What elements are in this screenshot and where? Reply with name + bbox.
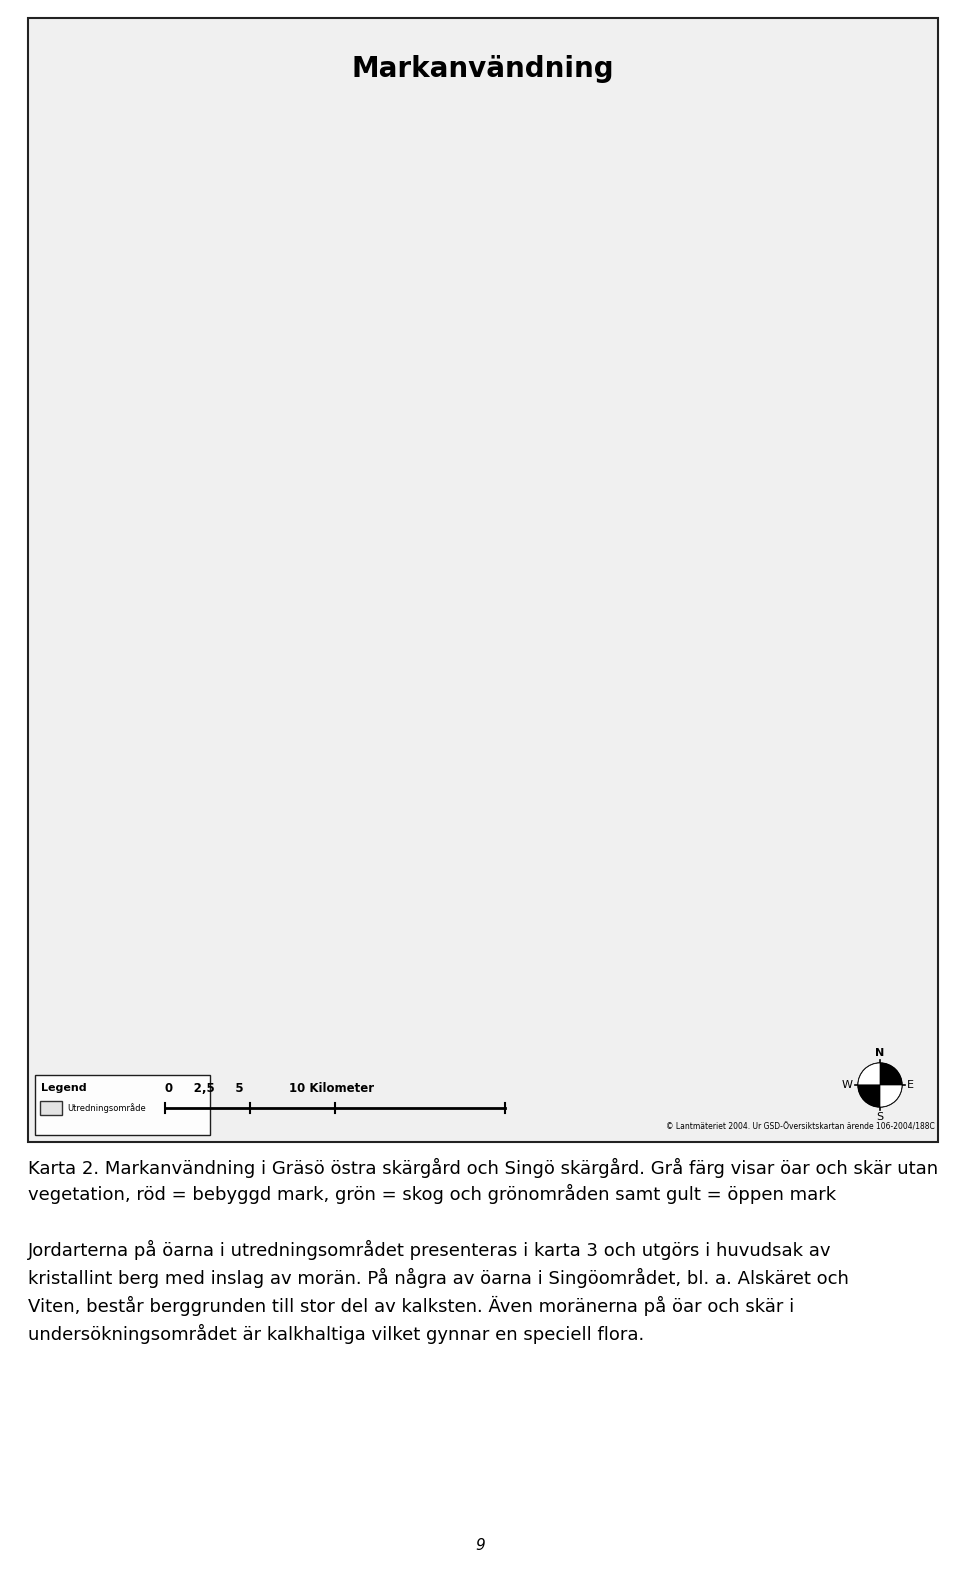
Text: kristallint berg med inslag av morän. På några av öarna i Singöområdet, bl. a. A: kristallint berg med inslag av morän. På… xyxy=(28,1268,849,1288)
Text: undersökningsområdet är kalkhaltiga vilket gynnar en speciell flora.: undersökningsområdet är kalkhaltiga vilk… xyxy=(28,1325,644,1344)
Text: Markanvändning: Markanvändning xyxy=(351,55,614,84)
Bar xyxy=(40,1101,62,1115)
Text: Jordarterna på öarna i utredningsområdet presenteras i karta 3 och utgörs i huvu: Jordarterna på öarna i utredningsområdet… xyxy=(28,1240,831,1260)
Text: N: N xyxy=(876,1049,884,1058)
Wedge shape xyxy=(858,1063,880,1085)
Text: Karta 2. Markanvändning i Gräsö östra skärgård och Singö skärgård. Grå färg visa: Karta 2. Markanvändning i Gräsö östra sk… xyxy=(28,1158,938,1178)
Text: 0     2,5     5           10 Kilometer: 0 2,5 5 10 Kilometer xyxy=(165,1082,374,1094)
Text: Legend: Legend xyxy=(41,1083,86,1093)
Text: vegetation, röd = bebyggd mark, grön = skog och grönområden samt gult = öppen ma: vegetation, röd = bebyggd mark, grön = s… xyxy=(28,1184,836,1205)
Text: Viten, består berggrunden till stor del av kalksten. Även moränerna på öar och s: Viten, består berggrunden till stor del … xyxy=(28,1296,794,1317)
Text: W: W xyxy=(842,1080,853,1090)
Wedge shape xyxy=(880,1085,902,1107)
Bar xyxy=(28,17,938,1142)
Text: S: S xyxy=(876,1112,883,1121)
Text: Utredningsområde: Utredningsområde xyxy=(67,1102,146,1113)
Text: © Lantmäteriet 2004. Ur GSD-Översiktskartan ärende 106-2004/188C: © Lantmäteriet 2004. Ur GSD-Översiktskar… xyxy=(666,1123,935,1132)
Text: 9: 9 xyxy=(475,1538,485,1552)
Wedge shape xyxy=(858,1085,880,1107)
Bar xyxy=(28,17,938,1142)
Text: E: E xyxy=(907,1080,914,1090)
Wedge shape xyxy=(880,1063,902,1085)
Bar xyxy=(35,1076,210,1135)
